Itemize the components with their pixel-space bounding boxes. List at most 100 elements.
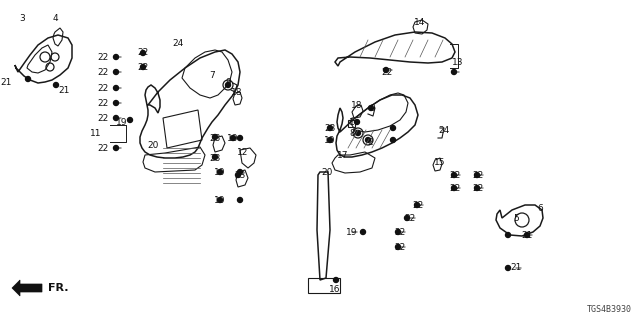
- Text: 7: 7: [209, 70, 215, 79]
- Circle shape: [26, 76, 31, 82]
- Text: 22: 22: [404, 213, 415, 222]
- Circle shape: [415, 203, 419, 207]
- Text: 23: 23: [234, 171, 246, 180]
- Text: 24: 24: [438, 125, 450, 134]
- Circle shape: [396, 244, 401, 250]
- Text: 22: 22: [97, 99, 109, 108]
- Text: 17: 17: [337, 150, 349, 159]
- Text: 18: 18: [231, 87, 243, 97]
- Text: 22: 22: [138, 47, 148, 57]
- Text: 22: 22: [97, 84, 109, 92]
- Text: 13: 13: [452, 58, 464, 67]
- Text: 16: 16: [329, 285, 340, 294]
- Circle shape: [113, 146, 118, 150]
- Circle shape: [212, 155, 218, 159]
- Text: 23: 23: [324, 124, 336, 132]
- Circle shape: [333, 277, 339, 283]
- Circle shape: [360, 229, 365, 235]
- Circle shape: [230, 135, 236, 140]
- Circle shape: [54, 83, 58, 87]
- Text: 6: 6: [537, 204, 543, 212]
- Text: 20: 20: [321, 167, 333, 177]
- Circle shape: [113, 69, 118, 75]
- Circle shape: [390, 138, 396, 142]
- Circle shape: [237, 197, 243, 203]
- Text: 22: 22: [97, 114, 109, 123]
- Text: 19: 19: [116, 117, 128, 126]
- Circle shape: [451, 172, 456, 178]
- Circle shape: [506, 266, 511, 270]
- Circle shape: [218, 197, 223, 203]
- Text: 23: 23: [209, 133, 221, 142]
- Text: FR.: FR.: [48, 283, 68, 293]
- Circle shape: [236, 172, 241, 178]
- Text: 21: 21: [0, 77, 12, 86]
- Text: 9: 9: [369, 103, 375, 113]
- Text: 22: 22: [394, 243, 406, 252]
- Text: 21: 21: [58, 85, 70, 94]
- Circle shape: [218, 170, 223, 174]
- Circle shape: [225, 83, 230, 87]
- Text: 12: 12: [237, 148, 249, 156]
- Circle shape: [525, 233, 529, 237]
- Circle shape: [390, 125, 396, 131]
- Text: 10: 10: [324, 135, 336, 145]
- Text: 2: 2: [367, 138, 373, 147]
- Text: 8: 8: [349, 129, 355, 138]
- Text: TGS4B3930: TGS4B3930: [587, 305, 632, 314]
- Circle shape: [506, 233, 511, 237]
- Circle shape: [451, 69, 456, 75]
- Text: 23: 23: [209, 154, 221, 163]
- Polygon shape: [12, 280, 42, 296]
- Text: 14: 14: [414, 18, 426, 27]
- Text: 19: 19: [346, 228, 358, 236]
- Circle shape: [474, 186, 479, 190]
- Text: 4: 4: [52, 13, 58, 22]
- Text: 10: 10: [214, 196, 226, 204]
- Circle shape: [141, 65, 145, 69]
- Circle shape: [355, 131, 360, 135]
- Circle shape: [237, 135, 243, 140]
- Circle shape: [474, 172, 479, 178]
- Circle shape: [451, 186, 456, 190]
- Circle shape: [383, 68, 388, 73]
- Text: 21: 21: [522, 230, 532, 239]
- Text: 22: 22: [97, 52, 109, 61]
- Text: 22: 22: [412, 201, 424, 210]
- Circle shape: [212, 134, 218, 140]
- Text: 22: 22: [97, 143, 109, 153]
- Text: 24: 24: [172, 38, 184, 47]
- Text: 22: 22: [449, 171, 461, 180]
- Text: 22: 22: [449, 183, 461, 193]
- Circle shape: [127, 117, 132, 123]
- Text: 22: 22: [472, 183, 484, 193]
- Text: 11: 11: [90, 129, 102, 138]
- Circle shape: [113, 85, 118, 91]
- Text: 21: 21: [510, 263, 522, 273]
- Text: 18: 18: [351, 100, 363, 109]
- Circle shape: [237, 170, 243, 174]
- Circle shape: [355, 119, 360, 124]
- Circle shape: [369, 106, 374, 110]
- Circle shape: [113, 116, 118, 121]
- Text: 22: 22: [97, 68, 109, 76]
- Circle shape: [365, 138, 371, 142]
- Circle shape: [328, 138, 333, 142]
- Text: 9: 9: [225, 77, 231, 86]
- Circle shape: [396, 229, 401, 235]
- Text: 15: 15: [435, 157, 445, 166]
- Circle shape: [113, 54, 118, 60]
- Text: 22: 22: [472, 171, 484, 180]
- Text: 3: 3: [19, 13, 25, 22]
- Text: 1: 1: [349, 117, 355, 126]
- Text: 22: 22: [138, 62, 148, 71]
- Text: 10: 10: [227, 133, 239, 142]
- Text: 22: 22: [394, 228, 406, 236]
- Text: 10: 10: [214, 167, 226, 177]
- Circle shape: [328, 125, 333, 131]
- Text: 22: 22: [381, 68, 392, 76]
- Text: 20: 20: [147, 140, 159, 149]
- Circle shape: [113, 100, 118, 106]
- Text: 5: 5: [513, 213, 519, 222]
- Circle shape: [404, 215, 410, 220]
